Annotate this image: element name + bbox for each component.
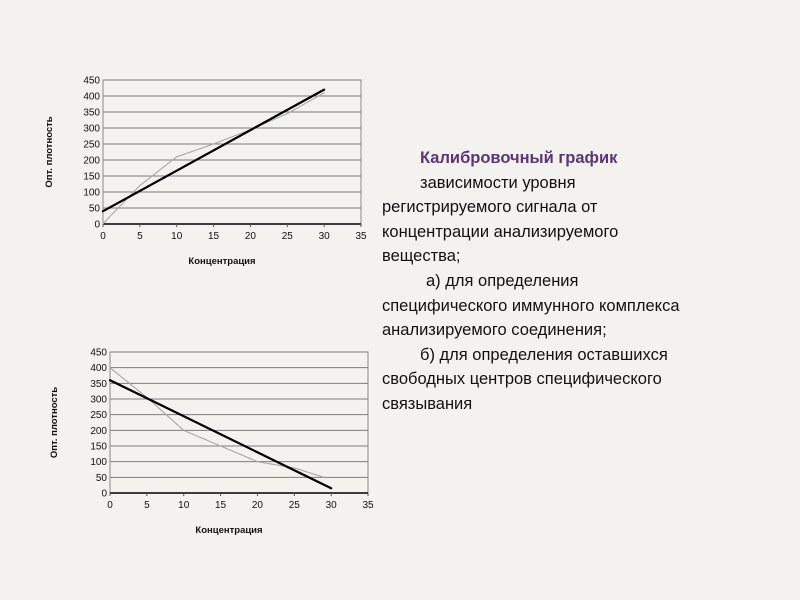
x-tick-label: 35: [355, 231, 367, 242]
x-axis-title: Концентрация: [195, 525, 262, 536]
y-tick-label: 450: [90, 348, 107, 359]
y-tick-label: 250: [83, 140, 100, 151]
text-line: регистрируемого сигнала от: [382, 198, 598, 217]
x-tick-label: 20: [252, 500, 264, 511]
text-line: свободных центров специфического: [382, 370, 662, 389]
y-tick-label: 350: [83, 108, 100, 119]
y-tick-label: 50: [96, 473, 108, 484]
y-tick-label: 400: [90, 363, 107, 374]
plot-area: [109, 351, 369, 494]
text-line: вещества;: [382, 247, 461, 266]
y-tick-label: 200: [90, 426, 107, 437]
x-tick-label: 20: [245, 231, 257, 242]
text-line: связывания: [382, 394, 473, 413]
x-tick-label: 15: [208, 231, 220, 242]
y-tick-label: 300: [90, 395, 107, 406]
calibration-chart-b: 0 50 100 150 200 250 300 350 400 450 0 5 10 15 20 25 30 3…: [40, 340, 385, 550]
text-line: б) для определения оставшихся: [420, 345, 668, 364]
x-tick-label: 10: [178, 500, 190, 511]
x-tick-label: 30: [326, 500, 338, 511]
y-tick-label: 150: [83, 172, 100, 183]
x-tick-label: 0: [107, 500, 113, 511]
text-line: анализируемого соединения;: [382, 321, 607, 340]
text-line: а) для определения: [426, 271, 579, 290]
y-tick-label: 150: [90, 442, 107, 453]
x-tick-label: 30: [319, 231, 331, 242]
x-tick-label: 10: [171, 231, 183, 242]
x-axis-title: Концентрация: [188, 256, 255, 267]
y-tick-label: 50: [89, 204, 101, 215]
y-tick-label: 450: [83, 76, 100, 87]
text-line: зависимости уровня: [420, 173, 576, 192]
x-tick-label: 0: [100, 231, 106, 242]
y-tick-label: 100: [90, 457, 107, 468]
series-line-measured: [102, 92, 325, 225]
x-tick-label: 25: [282, 231, 294, 242]
calibration-chart-a: 0 50 100 150 200 250 300 350 400 450 0 5 10 15 20 25 30 3…: [40, 72, 380, 282]
description-text: Калибровочный график зависимости уровня …: [382, 146, 787, 417]
x-tick-label: 25: [289, 500, 301, 511]
y-axis-title: Опт. плотность: [44, 116, 55, 187]
y-tick-label: 100: [83, 188, 100, 199]
x-tick-label: 5: [144, 500, 150, 511]
x-tick-label: 5: [137, 231, 143, 242]
y-tick-label: 350: [90, 379, 107, 390]
y-tick-label: 0: [101, 489, 107, 500]
x-tick-label: 15: [215, 500, 227, 511]
y-tick-label: 300: [83, 124, 100, 135]
x-tick-label: 35: [362, 500, 374, 511]
chart-a-svg: 0 50 100 150 200 250 300 350 400 450 0 5 10 15 20 25 30 3…: [44, 76, 367, 268]
y-tick-label: 250: [90, 410, 107, 421]
series-line-measured: [109, 367, 325, 478]
y-tick-label: 0: [94, 220, 100, 231]
chart-b-svg: 0 50 100 150 200 250 300 350 400 450 0 5 10 15 20 25 30 3…: [49, 348, 374, 537]
y-axis-title: Опт. плотность: [49, 387, 60, 458]
y-tick-label: 200: [83, 156, 100, 167]
y-tick-label: 400: [83, 92, 100, 103]
text-line: концентрации анализируемого: [382, 222, 619, 241]
plot-area: [102, 79, 362, 225]
slide-title: Калибровочный график: [420, 149, 618, 167]
series-line-fit: [101, 88, 326, 213]
text-line: специфического иммунного комплекса: [382, 296, 680, 315]
series-line-fit: [108, 379, 333, 490]
